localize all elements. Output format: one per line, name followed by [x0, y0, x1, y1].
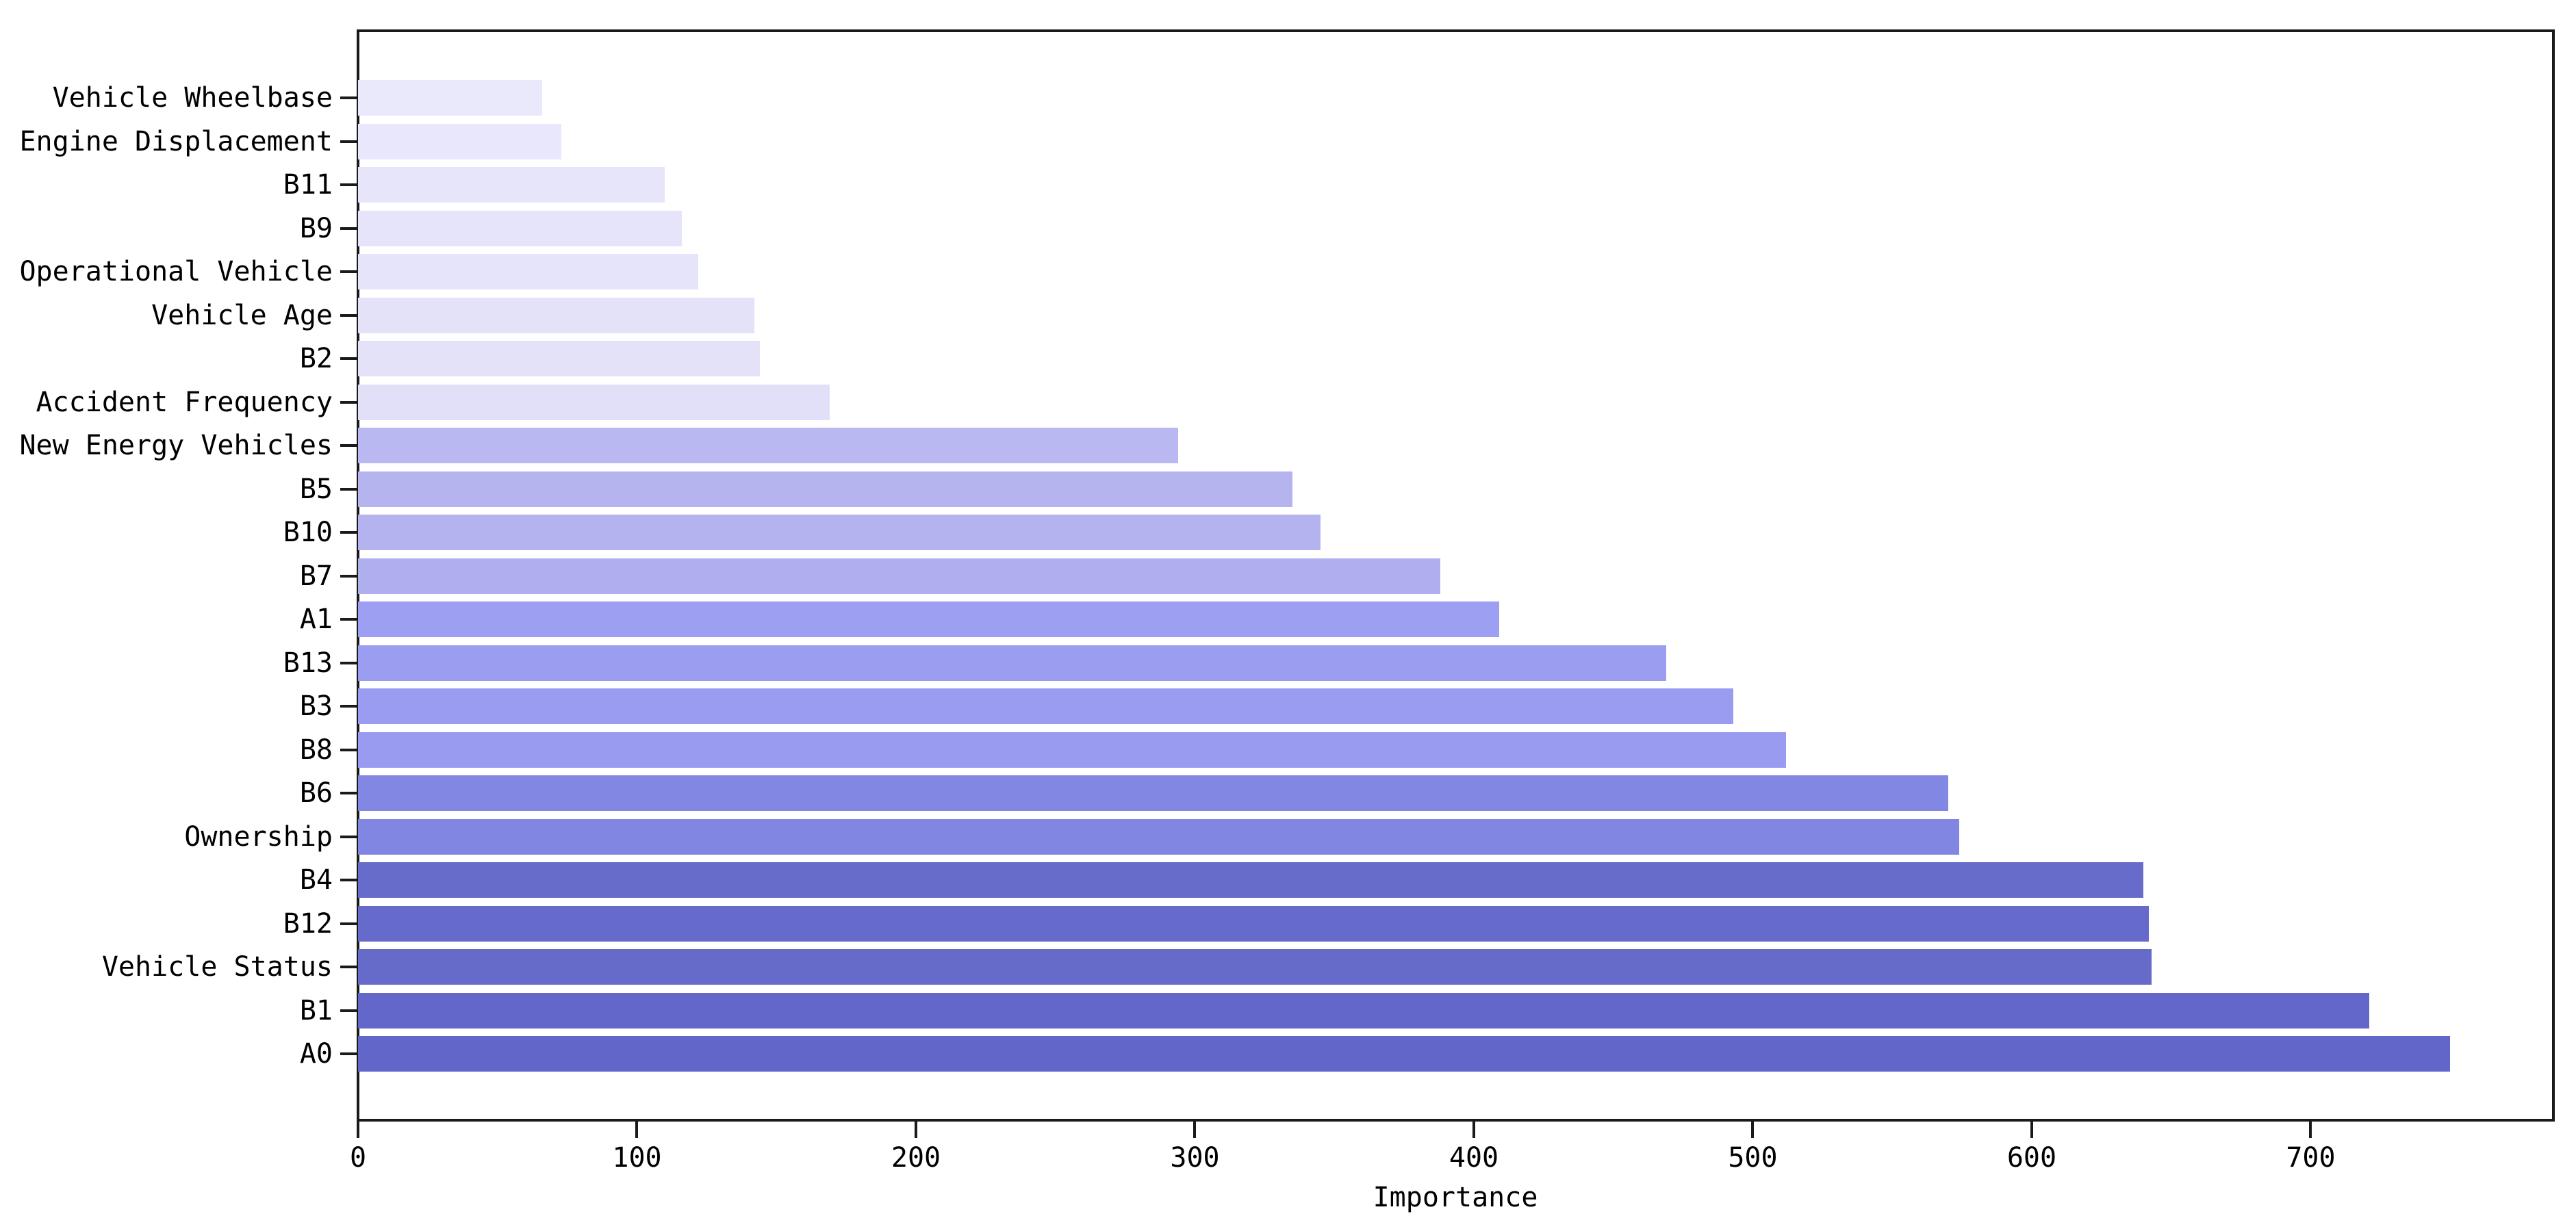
bar-b12 [358, 905, 2150, 942]
x-tick-mark-200 [914, 1122, 917, 1138]
y-tick-mark-b3 [340, 705, 358, 708]
bar-operational-vehicle [358, 254, 699, 289]
bar-a1 [358, 601, 1499, 637]
y-tick-mark-new-energy-vehicles [340, 444, 358, 447]
bar-b10 [358, 515, 1321, 550]
y-tick-mark-b8 [340, 748, 358, 751]
bar-b3 [358, 688, 1733, 724]
y-tick-label-b12: B12 [283, 907, 333, 940]
y-tick-mark-ownership [340, 835, 358, 838]
bar-a0 [358, 1036, 2451, 1072]
y-tick-mark-b1 [340, 1009, 358, 1012]
y-tick-mark-a1 [340, 618, 358, 621]
y-tick-label-a0: A0 [299, 1038, 333, 1070]
x-tick-mark-500 [1751, 1122, 1755, 1138]
bar-engine-displacement [358, 123, 562, 159]
x-tick-mark-700 [2309, 1122, 2312, 1138]
y-tick-label-b9: B9 [299, 212, 333, 244]
y-tick-label-new-energy-vehicles: New Energy Vehicles [19, 430, 333, 461]
y-tick-mark-accident-frequency [340, 400, 358, 404]
bar-b8 [358, 732, 1787, 768]
y-tick-label-b2: B2 [299, 343, 333, 374]
y-tick-label-b8: B8 [299, 734, 333, 766]
y-tick-label-b10: B10 [283, 517, 333, 548]
y-tick-label-ownership: Ownership [184, 820, 333, 853]
y-tick-mark-a0 [340, 1052, 358, 1055]
y-tick-mark-operational-vehicle [340, 270, 358, 273]
y-tick-label-b13: B13 [283, 647, 333, 679]
bar-b11 [358, 167, 665, 203]
y-tick-mark-b5 [340, 487, 358, 491]
bar-new-energy-vehicles [358, 428, 1179, 463]
y-tick-mark-vehicle-wheelbase [340, 96, 358, 99]
bar-b4 [358, 862, 2143, 898]
x-tick-label-100: 100 [612, 1142, 662, 1174]
y-tick-label-vehicle-wheelbase: Vehicle Wheelbase [52, 82, 333, 114]
bar-b5 [358, 471, 1293, 507]
x-tick-label-700: 700 [2286, 1142, 2336, 1174]
y-tick-mark-vehicle-status [340, 966, 358, 968]
y-tick-label-a1: A1 [299, 604, 333, 635]
bar-accident-frequency [358, 384, 830, 420]
y-tick-label-vehicle-status: Vehicle Status [101, 951, 333, 983]
y-tick-mark-b4 [340, 879, 358, 881]
x-tick-mark-0 [357, 1122, 359, 1138]
y-tick-mark-b7 [340, 574, 358, 578]
y-tick-label-b7: B7 [299, 560, 333, 592]
x-tick-label-300: 300 [1170, 1142, 1220, 1174]
y-tick-label-b4: B4 [299, 864, 333, 896]
x-tick-mark-100 [635, 1122, 639, 1138]
y-tick-mark-b12 [340, 922, 358, 925]
y-tick-mark-vehicle-age [340, 313, 358, 317]
y-tick-label-b1: B1 [299, 994, 333, 1026]
y-tick-label-b3: B3 [299, 690, 333, 722]
bar-b2 [358, 341, 760, 376]
y-tick-label-b5: B5 [299, 473, 333, 505]
x-tick-mark-400 [1472, 1122, 1475, 1138]
bar-b13 [358, 645, 1667, 681]
x-tick-mark-600 [2030, 1122, 2033, 1138]
y-tick-label-operational-vehicle: Operational Vehicle [19, 256, 333, 287]
y-tick-label-vehicle-age: Vehicle Age [151, 299, 333, 331]
y-tick-label-accident-frequency: Accident Frequency [36, 386, 333, 418]
x-tick-label-500: 500 [1728, 1142, 1778, 1174]
y-tick-label-b6: B6 [299, 777, 333, 809]
y-tick-mark-b6 [340, 792, 358, 794]
x-tick-label-200: 200 [891, 1142, 941, 1174]
y-tick-mark-engine-displacement [340, 140, 358, 143]
bar-vehicle-wheelbase [358, 80, 542, 116]
x-tick-label-600: 600 [2006, 1142, 2057, 1174]
bar-ownership [358, 818, 1960, 855]
bar-vehicle-status [358, 949, 2152, 985]
x-axis-title: Importance [1373, 1182, 1538, 1213]
y-tick-label-b11: B11 [283, 169, 333, 200]
y-tick-mark-b9 [340, 227, 358, 230]
x-tick-label-0: 0 [349, 1142, 367, 1174]
bar-b9 [358, 210, 682, 246]
y-tick-mark-b10 [340, 531, 358, 534]
y-tick-mark-b2 [340, 357, 358, 360]
x-tick-mark-300 [1193, 1122, 1197, 1138]
x-tick-label-400: 400 [1449, 1142, 1499, 1174]
bar-b7 [358, 558, 1441, 594]
y-tick-mark-b13 [340, 661, 358, 664]
y-tick-mark-b11 [340, 183, 358, 186]
bar-vehicle-age [358, 297, 754, 333]
bar-b1 [358, 992, 2370, 1029]
bar-b6 [358, 775, 1948, 811]
y-tick-label-engine-displacement: Engine Displacement [19, 125, 333, 157]
